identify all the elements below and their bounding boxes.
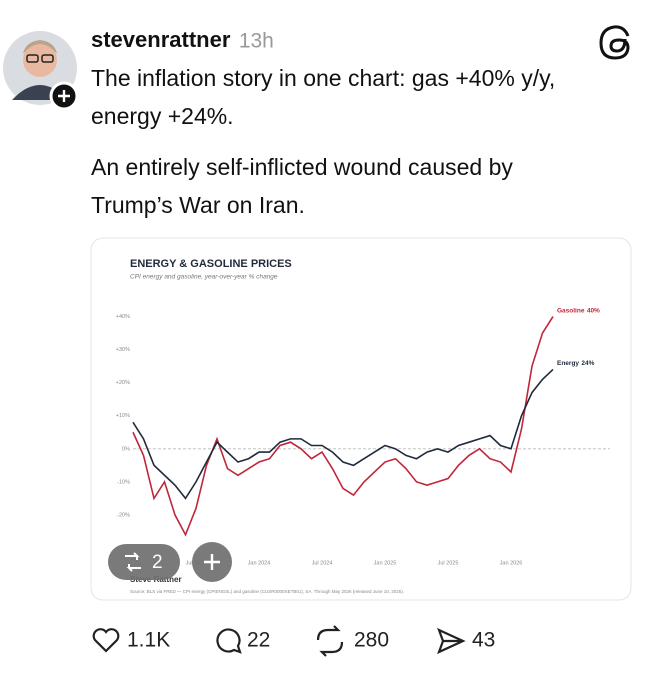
- like-count: 1.1K: [127, 629, 170, 652]
- series-line: [132, 316, 554, 537]
- series-label: Energy: [557, 360, 579, 367]
- x-tick-label: Jan 2026: [500, 560, 523, 566]
- reply-count: 22: [247, 629, 270, 652]
- x-tick-label: Jan 2025: [374, 560, 397, 566]
- y-tick-label: +20%: [116, 380, 130, 386]
- x-tick-label: Jul 2025: [438, 560, 459, 566]
- series-label: Gasoline: [557, 307, 585, 314]
- y-tick-label: +40%: [116, 314, 130, 320]
- chart-subtitle: CPI energy and gasoline, year-over-year …: [130, 274, 278, 281]
- media-counter[interactable]: 2: [108, 544, 180, 580]
- y-tick-label: -10%: [117, 479, 130, 485]
- y-tick-label: +30%: [116, 347, 130, 353]
- like-button[interactable]: 1.1K: [92, 628, 171, 653]
- x-tick-label: Jan 2024: [248, 560, 271, 566]
- add-button[interactable]: [192, 542, 232, 582]
- repost-button[interactable]: 280: [316, 625, 389, 657]
- value-label: 24%: [581, 360, 594, 367]
- username[interactable]: stevenrattner: [91, 27, 231, 52]
- y-tick-label: 0%: [122, 446, 130, 452]
- follow-button[interactable]: [49, 81, 79, 111]
- post-text: Trump’s War on Iran.: [91, 192, 305, 218]
- value-label: 40%: [587, 307, 600, 314]
- post-time: 13h: [239, 30, 274, 53]
- chart-card[interactable]: [90, 237, 632, 601]
- media-count: 2: [152, 552, 163, 573]
- reply-button[interactable]: 22: [216, 628, 270, 654]
- threads-logo[interactable]: [599, 25, 630, 60]
- y-tick-label: +10%: [116, 413, 130, 419]
- post-text: The inflation story in one chart: gas +4…: [91, 65, 555, 91]
- post-text: energy +24%.: [91, 103, 234, 129]
- chart-title: ENERGY & GASOLINE PRICES: [130, 258, 292, 270]
- chart-source: Source: BLS via FRED — CPI energy (CPIEN…: [130, 589, 404, 594]
- repost-count: 280: [354, 629, 389, 652]
- share-count: 43: [472, 629, 495, 652]
- x-tick-label: Jul 2024: [312, 560, 333, 566]
- series-line: [132, 368, 554, 500]
- post-text: An entirely self-inflicted wound caused …: [91, 154, 513, 180]
- share-button[interactable]: 43: [437, 627, 495, 655]
- y-tick-label: -20%: [117, 512, 130, 518]
